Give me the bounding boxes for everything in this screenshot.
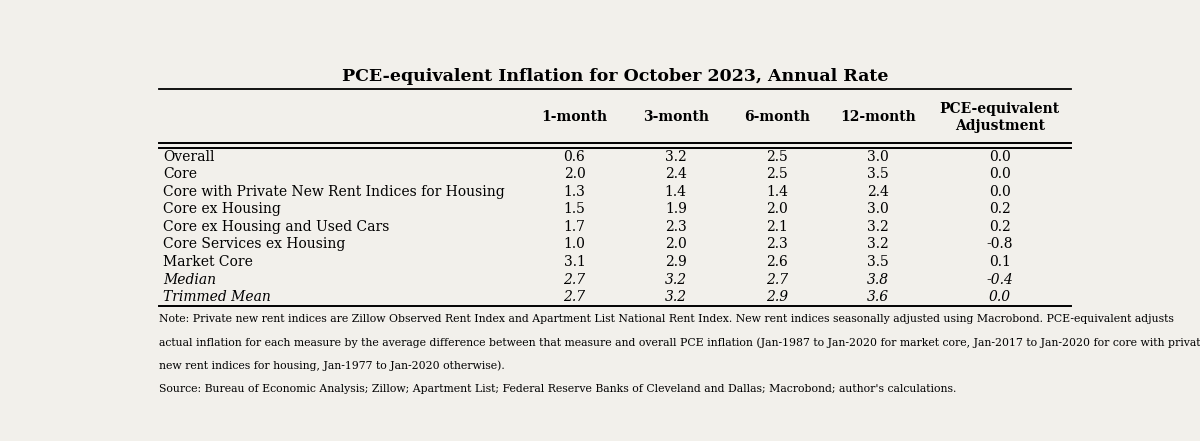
Text: 2.1: 2.1 (766, 220, 788, 234)
Text: -0.4: -0.4 (986, 273, 1013, 287)
Text: Core: Core (163, 167, 197, 181)
Text: Note: Private new rent indices are Zillow Observed Rent Index and Apartment List: Note: Private new rent indices are Zillo… (160, 314, 1174, 325)
Text: 2.0: 2.0 (665, 238, 686, 251)
Text: 6-month: 6-month (744, 110, 810, 124)
Text: 2.4: 2.4 (665, 167, 686, 181)
Text: 3.2: 3.2 (665, 273, 686, 287)
Text: 2.7: 2.7 (564, 290, 586, 304)
Text: 0.6: 0.6 (564, 150, 586, 164)
Text: 1.3: 1.3 (564, 185, 586, 199)
Text: 0.0: 0.0 (989, 150, 1010, 164)
Text: 0.2: 0.2 (989, 202, 1010, 217)
Text: 2.0: 2.0 (766, 202, 788, 217)
Text: 1-month: 1-month (541, 110, 607, 124)
Text: Core ex Housing: Core ex Housing (163, 202, 281, 217)
Text: PCE-equivalent Inflation for October 2023, Annual Rate: PCE-equivalent Inflation for October 202… (342, 68, 888, 85)
Text: 1.0: 1.0 (564, 238, 586, 251)
Text: Trimmed Mean: Trimmed Mean (163, 290, 271, 304)
Text: new rent indices for housing, Jan-1977 to Jan-2020 otherwise).: new rent indices for housing, Jan-1977 t… (160, 361, 505, 371)
Text: 3.2: 3.2 (665, 150, 686, 164)
Text: Median: Median (163, 273, 216, 287)
Text: 3.0: 3.0 (868, 202, 889, 217)
Text: 2.7: 2.7 (564, 273, 586, 287)
Text: 1.9: 1.9 (665, 202, 686, 217)
Text: 1.4: 1.4 (665, 185, 686, 199)
Text: Market Core: Market Core (163, 255, 253, 269)
Text: 3.5: 3.5 (868, 255, 889, 269)
Text: 0.2: 0.2 (989, 220, 1010, 234)
Text: 0.0: 0.0 (989, 290, 1010, 304)
Text: 3-month: 3-month (643, 110, 709, 124)
Text: 3.5: 3.5 (868, 167, 889, 181)
Text: 1.7: 1.7 (564, 220, 586, 234)
Text: 3.1: 3.1 (564, 255, 586, 269)
Text: 2.4: 2.4 (868, 185, 889, 199)
Text: -0.8: -0.8 (986, 238, 1013, 251)
Text: 3.2: 3.2 (868, 220, 889, 234)
Text: 12-month: 12-month (840, 110, 916, 124)
Text: PCE-equivalent
Adjustment: PCE-equivalent Adjustment (940, 102, 1060, 133)
Text: 1.5: 1.5 (564, 202, 586, 217)
Text: 2.3: 2.3 (665, 220, 686, 234)
Text: 2.9: 2.9 (665, 255, 686, 269)
Text: 3.2: 3.2 (665, 290, 686, 304)
Text: 1.4: 1.4 (766, 185, 788, 199)
Text: 2.9: 2.9 (766, 290, 788, 304)
Text: 0.0: 0.0 (989, 167, 1010, 181)
Text: Core ex Housing and Used Cars: Core ex Housing and Used Cars (163, 220, 389, 234)
Text: Overall: Overall (163, 150, 215, 164)
Text: 3.2: 3.2 (868, 238, 889, 251)
Text: 2.3: 2.3 (766, 238, 788, 251)
Text: Source: Bureau of Economic Analysis; Zillow; Apartment List; Federal Reserve Ban: Source: Bureau of Economic Analysis; Zil… (160, 384, 956, 394)
Text: 3.0: 3.0 (868, 150, 889, 164)
Text: 2.7: 2.7 (766, 273, 788, 287)
Text: 2.0: 2.0 (564, 167, 586, 181)
Text: actual inflation for each measure by the average difference between that measure: actual inflation for each measure by the… (160, 337, 1200, 348)
Text: Core with Private New Rent Indices for Housing: Core with Private New Rent Indices for H… (163, 185, 505, 199)
Text: 2.5: 2.5 (766, 150, 788, 164)
Text: 2.6: 2.6 (766, 255, 788, 269)
Text: 2.5: 2.5 (766, 167, 788, 181)
Text: 0.1: 0.1 (989, 255, 1010, 269)
Text: Core Services ex Housing: Core Services ex Housing (163, 238, 346, 251)
Text: 3.6: 3.6 (868, 290, 889, 304)
Text: 0.0: 0.0 (989, 185, 1010, 199)
Text: 3.8: 3.8 (868, 273, 889, 287)
